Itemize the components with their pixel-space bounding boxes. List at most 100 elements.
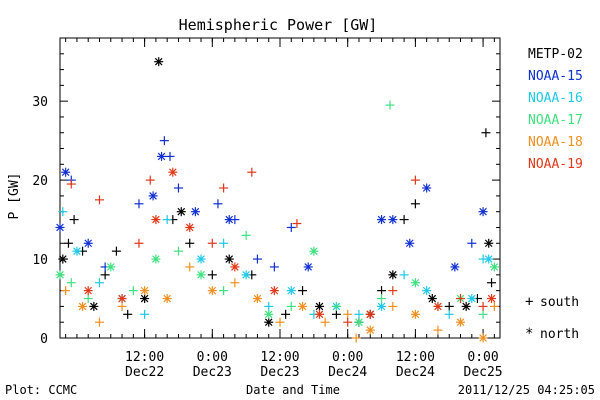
data-point: [162, 294, 172, 304]
data-point: [286, 222, 296, 232]
data-point: [377, 301, 387, 311]
data-point: [399, 270, 409, 280]
data-point: [213, 199, 223, 209]
data-point: [89, 301, 99, 311]
data-point: [456, 317, 466, 327]
data-point: [264, 309, 274, 319]
x-tick-label: 12:00: [396, 350, 435, 365]
data-point: [354, 309, 364, 319]
data-point: [207, 270, 217, 280]
data-point: [298, 286, 308, 296]
legend-entry: NOAA-18: [528, 135, 583, 150]
data-point: [484, 254, 494, 264]
marker-legend: + south * north: [525, 294, 579, 342]
data-point: [55, 222, 65, 232]
data-point: [94, 278, 104, 288]
data-point: [58, 254, 68, 264]
data-point: [478, 309, 488, 319]
data-point: [286, 301, 296, 311]
data-point: [433, 301, 443, 311]
legend-entry: NOAA-19: [528, 157, 583, 172]
data-point: [207, 238, 217, 248]
data-point: [219, 286, 229, 296]
data-point: [94, 195, 104, 205]
data-point: [286, 286, 296, 296]
x-tick-label: 12:00: [260, 350, 299, 365]
data-point: [331, 301, 341, 311]
data-point: [148, 191, 158, 201]
data-point: [61, 167, 71, 177]
data-point: [162, 215, 172, 225]
x-tick-label: 0:00: [467, 350, 498, 365]
data-point: [399, 215, 409, 225]
data-point: [128, 286, 138, 296]
data-point: [157, 151, 167, 161]
data-point: [83, 286, 93, 296]
data-point: [467, 238, 477, 248]
legend-entry: METP-02: [528, 47, 583, 62]
x-tick-label: 0:00: [332, 350, 363, 365]
legend: METP-02 NOAA-15 NOAA-16 NOAA-17 NOAA-18 NOAA-…: [528, 47, 583, 172]
data-point: [444, 301, 454, 311]
data-point: [61, 286, 71, 296]
x-tick-label: 0:00: [197, 350, 228, 365]
legend-entry: NOAA-16: [528, 91, 583, 106]
data-point: [264, 317, 274, 327]
data-point: [427, 294, 437, 304]
data-point: [123, 309, 133, 319]
data-point: [66, 278, 76, 288]
data-point: [489, 262, 499, 272]
x-tick-sublabel: Dec22: [125, 365, 164, 380]
data-point: [410, 199, 420, 209]
data-point: [66, 179, 76, 189]
data-point: [173, 183, 183, 193]
data-point: [69, 215, 79, 225]
data-point: [281, 309, 291, 319]
data-point: [410, 309, 420, 319]
x-tick-sublabel: Dec24: [328, 365, 367, 380]
data-point: [159, 136, 169, 146]
data-point: [292, 219, 302, 229]
data-point: [230, 262, 240, 272]
data-point: [314, 309, 324, 319]
data-point: [385, 100, 395, 110]
legend-entry: NOAA-17: [528, 113, 583, 128]
data-point: [83, 238, 93, 248]
data-point: [377, 294, 387, 304]
marker-legend-symbol: +: [525, 294, 533, 310]
data-point: [410, 278, 420, 288]
data-point: [320, 317, 330, 327]
data-point: [388, 301, 398, 311]
data-point: [269, 262, 279, 272]
marker-legend-label: south: [540, 295, 579, 310]
data-point: [377, 215, 387, 225]
data-point: [365, 309, 375, 319]
data-point: [151, 254, 161, 264]
data-point: [173, 246, 183, 256]
data-point: [433, 325, 443, 335]
data-point: [354, 317, 364, 327]
data-point: [111, 246, 121, 256]
x-tick-sublabel: Dec25: [464, 365, 503, 380]
data-point: [176, 207, 186, 217]
data-point: [224, 254, 234, 264]
data-point: [58, 207, 68, 217]
y-axis-label: P [GW]: [7, 173, 22, 220]
x-axis-label: Date and Time: [246, 383, 340, 397]
data-point: [264, 301, 274, 311]
data-point: [487, 294, 497, 304]
data-point: [78, 301, 88, 311]
data-point: [165, 151, 175, 161]
data-point: [168, 167, 178, 177]
x-tick-label: 12:00: [125, 350, 164, 365]
data-point: [106, 262, 116, 272]
data-point: [388, 286, 398, 296]
data-point: [269, 286, 279, 296]
data-point: [72, 246, 82, 256]
data-point: [481, 128, 491, 138]
data-point: [134, 199, 144, 209]
data-point: [478, 207, 488, 217]
plot-credit: Plot: CCMC: [5, 383, 77, 397]
data-point: [196, 254, 206, 264]
data-points: [55, 57, 499, 343]
